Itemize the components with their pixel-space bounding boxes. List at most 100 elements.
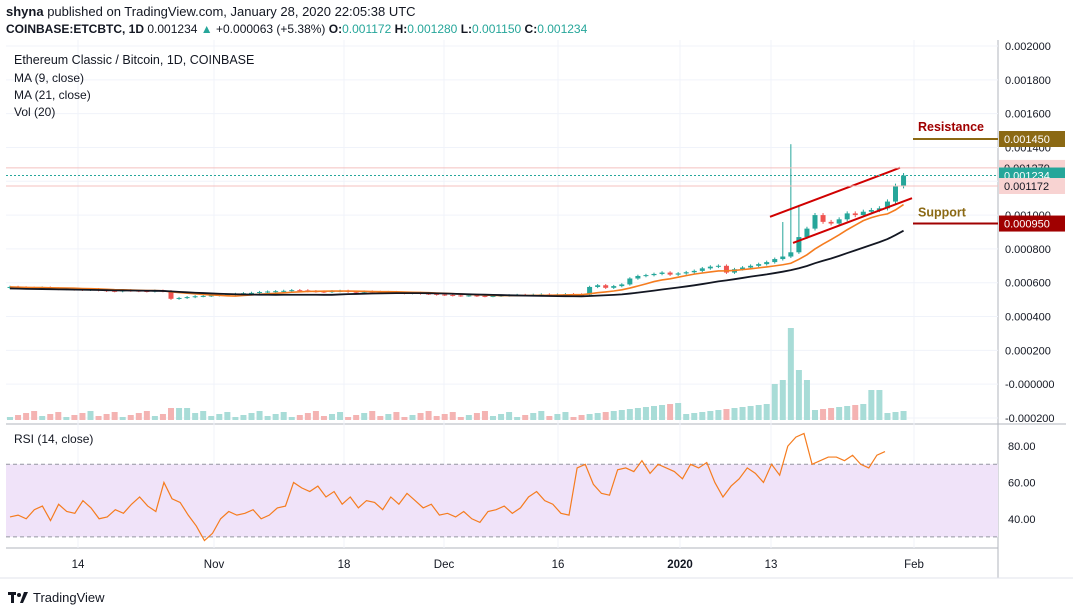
candle-body xyxy=(434,293,440,295)
legend-ma21[interactable]: MA (21, close) xyxy=(14,88,91,102)
price-tick-label: 0.002000 xyxy=(1005,41,1051,53)
volume-bar xyxy=(876,390,883,420)
candle-body xyxy=(844,213,850,220)
volume-bar xyxy=(353,415,360,420)
volume-bar xyxy=(7,417,13,420)
volume-bar xyxy=(699,412,706,420)
rsi-tick-label: 40.00 xyxy=(1008,514,1036,526)
time-tick-label: Dec xyxy=(434,559,455,571)
volume-bar xyxy=(514,417,521,420)
volume-bar xyxy=(618,410,625,420)
candle-body xyxy=(289,290,295,292)
volume-bar xyxy=(264,416,271,420)
close-value: 0.001234 xyxy=(537,22,588,36)
volume-bar xyxy=(506,412,513,420)
volume-bar xyxy=(602,412,609,420)
volume-bar xyxy=(63,417,70,420)
volume-bar xyxy=(481,411,488,420)
volume-bar xyxy=(594,413,601,420)
candle-body xyxy=(273,291,279,293)
volume-bar xyxy=(562,412,569,420)
volume-bar xyxy=(55,412,62,420)
volume-bar xyxy=(626,409,633,420)
candle-body xyxy=(836,219,842,224)
price-tick-label: 0.000800 xyxy=(1005,244,1051,256)
price-tick-label: -0.000000 xyxy=(1005,379,1055,391)
volume-bar xyxy=(473,413,480,420)
footer-brand[interactable]: TradingView xyxy=(8,590,105,605)
volume-bar xyxy=(95,416,102,420)
author[interactable]: shyna xyxy=(6,4,44,19)
candle-body xyxy=(812,215,818,229)
price-label-box xyxy=(999,131,1065,147)
volume-bar xyxy=(578,415,585,420)
candle-body xyxy=(635,275,641,279)
volume-bar xyxy=(103,414,110,420)
volume-bar xyxy=(546,416,553,420)
legend-rsi[interactable]: RSI (14, close) xyxy=(14,432,94,446)
volume-bar xyxy=(795,370,802,420)
volume-bar xyxy=(385,414,392,420)
price-label-box xyxy=(999,178,1065,195)
rsi-line xyxy=(9,432,886,542)
volume-bar xyxy=(256,411,263,420)
candle-body xyxy=(893,186,898,202)
volume-bar xyxy=(296,415,303,420)
volume-bar xyxy=(208,416,215,420)
candle-body xyxy=(772,259,778,263)
brand-name: TradingView xyxy=(33,590,105,605)
candle-body xyxy=(659,272,665,274)
volume-bar xyxy=(642,407,649,420)
candle-body xyxy=(466,295,472,297)
volume-bar xyxy=(240,415,247,420)
volume-bar xyxy=(490,416,496,420)
volume-bar xyxy=(554,414,561,420)
volume-bar xyxy=(884,413,891,420)
volume-bar xyxy=(836,407,843,420)
volume-bar xyxy=(168,408,174,420)
volume-bar xyxy=(87,411,94,420)
volume-bar xyxy=(522,415,529,420)
candle-body xyxy=(820,215,826,222)
candle-body xyxy=(707,266,713,269)
volume-bar xyxy=(457,417,464,420)
volume-bar xyxy=(312,411,319,420)
candle-body xyxy=(587,286,593,295)
price-change: +0.000063 (+5.38%) xyxy=(216,22,326,36)
volume-bar xyxy=(417,413,424,420)
publish-info: published on TradingView.com, January 28… xyxy=(47,4,416,19)
price-tick-label: 0.000200 xyxy=(1005,345,1051,357)
candle-body xyxy=(804,228,810,238)
candle-body xyxy=(112,290,118,292)
chart-title[interactable]: Ethereum Classic / Bitcoin, 1D, COINBASE xyxy=(14,53,255,67)
rsi-band xyxy=(6,464,998,537)
candle-body xyxy=(723,265,729,273)
legend-volume[interactable]: Vol (20) xyxy=(14,105,56,119)
candle-body xyxy=(901,175,907,187)
candle-body xyxy=(208,295,214,297)
volume-bar xyxy=(79,413,86,420)
candle-body xyxy=(884,201,890,209)
volume-bar xyxy=(747,406,754,420)
candle-body xyxy=(748,265,754,268)
volume-bar xyxy=(361,413,368,420)
time-tick-label: 13 xyxy=(765,559,778,571)
candle-body xyxy=(675,273,681,275)
candle-body xyxy=(200,295,206,297)
volume-bar xyxy=(433,416,440,420)
legend-ma9[interactable]: MA (9, close) xyxy=(14,71,85,85)
volume-bar xyxy=(530,413,537,420)
time-tick-label: 14 xyxy=(72,559,85,571)
volume-bar xyxy=(441,414,448,420)
open-label: O: xyxy=(328,22,343,36)
candle-body xyxy=(458,295,464,297)
candle-body xyxy=(482,295,488,297)
volume-bar xyxy=(47,414,54,420)
volume-bar xyxy=(707,411,714,420)
volume-bar xyxy=(304,413,311,420)
volume-bar xyxy=(465,415,472,420)
volume-bar xyxy=(71,415,78,420)
volume-bar xyxy=(393,412,400,420)
volume-bar xyxy=(715,410,722,420)
